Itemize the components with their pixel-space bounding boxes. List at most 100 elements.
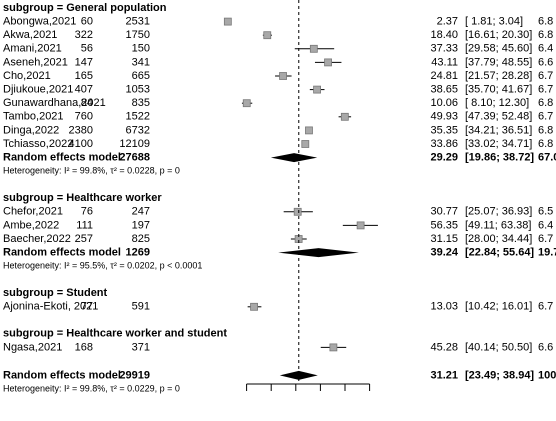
weight: 6.7	[538, 70, 553, 82]
study-name: Random effects model	[3, 369, 121, 381]
events: 60	[81, 16, 93, 28]
total: 6732	[126, 124, 150, 136]
study-name: Chefor,2021	[3, 206, 63, 218]
estimate: 35.35	[430, 124, 458, 136]
weight: 6.4	[538, 43, 553, 55]
ci: [ 1.81; 3.04]	[465, 16, 523, 28]
study-name: Ambe,2022	[3, 219, 59, 231]
study-square	[279, 72, 287, 80]
subgroup-title: subgroup = Healthcare worker	[3, 192, 162, 204]
heterogeneity: Heterogeneity: I² = 95.5%, τ² = 0.0202, …	[3, 260, 202, 270]
estimate: 10.06	[430, 97, 458, 109]
ci: [34.21; 36.51]	[465, 124, 532, 136]
ci: [21.57; 28.28]	[465, 70, 532, 82]
heterogeneity: Heterogeneity: I² = 99.8%, τ² = 0.0229, …	[3, 383, 180, 393]
estimate: 2.37	[437, 16, 458, 28]
study-square	[329, 343, 338, 352]
study-square	[305, 126, 313, 135]
weight: 6.4	[538, 219, 553, 231]
ci: [19.86; 38.72]	[465, 152, 534, 164]
study-name: Tchiasso,2022	[3, 138, 73, 150]
events: 168	[75, 341, 93, 353]
weight: 6.7	[538, 301, 553, 313]
study-square	[340, 112, 349, 121]
events: 760	[75, 111, 93, 123]
events: 257	[75, 233, 93, 245]
estimate: 43.11	[431, 56, 458, 68]
study-name: Baecher,2022	[3, 233, 71, 245]
study-name: Ajonina-Ekoti, 2021	[3, 301, 98, 313]
study-square	[250, 302, 258, 311]
ci: [35.70; 41.67]	[465, 84, 532, 96]
study-square	[356, 221, 365, 230]
total: 591	[132, 301, 150, 313]
total: 1522	[126, 111, 150, 123]
weight: 6.8	[538, 124, 553, 136]
total: 371	[132, 341, 150, 353]
study-square	[309, 44, 318, 53]
total: 1750	[126, 29, 150, 41]
ci: [47.39; 52.48]	[465, 111, 532, 123]
study-square	[301, 140, 310, 148]
weight: 19.7	[538, 247, 556, 259]
study-name: Random effects model	[3, 247, 121, 259]
estimate: 24.81	[430, 70, 458, 82]
subgroup-title: subgroup = Student	[3, 287, 108, 299]
events: 111	[76, 219, 93, 231]
events: 4100	[69, 138, 93, 150]
events: 407	[75, 84, 93, 96]
study-name: Djiukoue,2021	[3, 84, 73, 96]
study-name: Ngasa,2021	[3, 341, 62, 353]
total: 825	[132, 233, 150, 245]
weight: 6.6	[538, 341, 553, 353]
study-square	[293, 207, 302, 216]
events: 76	[81, 206, 93, 218]
ci: [40.14; 50.50]	[465, 341, 532, 353]
study-name: Gunawardhana,2021	[3, 97, 106, 109]
estimate: 56.35	[430, 219, 458, 231]
study-name: Abongwa,2021	[3, 16, 76, 28]
events: 322	[75, 29, 93, 41]
ci: [33.02; 34.71]	[465, 138, 532, 150]
total: 247	[132, 206, 150, 218]
ci: [25.07; 36.93]	[465, 206, 532, 218]
ci: [29.58; 45.60]	[465, 43, 532, 55]
estimate: 49.93	[430, 111, 458, 123]
estimate: 30.77	[430, 206, 458, 218]
total: 12109	[119, 138, 150, 150]
total: 197	[132, 219, 150, 231]
ci: [10.42; 16.01]	[465, 301, 532, 313]
study-name: Aseneh,2021	[3, 56, 68, 68]
weight: 6.8	[538, 138, 553, 150]
total: 29919	[119, 369, 150, 381]
total: 665	[132, 70, 150, 82]
ci: [49.11; 63.38]	[465, 219, 531, 231]
total: 150	[132, 43, 150, 55]
study-square	[223, 17, 232, 26]
events: 84	[81, 97, 93, 109]
study-square	[324, 58, 332, 67]
events: 56	[81, 43, 93, 55]
subgroup-title: subgroup = Healthcare worker and student	[3, 328, 227, 340]
summary-diamond	[278, 248, 359, 258]
events: 77	[81, 301, 93, 313]
study-square	[242, 99, 251, 108]
weight: 6.7	[538, 84, 553, 96]
estimate: 33.86	[430, 138, 458, 150]
study-name: Akwa,2021	[3, 29, 57, 41]
weight: 6.7	[538, 111, 553, 123]
weight: 6.8	[538, 16, 553, 28]
total: 2531	[126, 16, 150, 28]
total: 1053	[126, 84, 150, 96]
events: 2380	[69, 124, 93, 136]
heterogeneity: Heterogeneity: I² = 99.8%, τ² = 0.0228, …	[3, 165, 180, 175]
weight: 6.7	[538, 233, 553, 245]
weight: 6.8	[538, 97, 553, 109]
total: 1269	[126, 247, 150, 259]
estimate: 13.03	[430, 301, 458, 313]
estimate: 37.33	[430, 43, 458, 55]
estimate: 38.65	[430, 84, 458, 96]
ci: [22.84; 55.64]	[465, 247, 534, 259]
ci: [16.61; 20.30]	[465, 29, 532, 41]
study-square	[263, 31, 272, 40]
